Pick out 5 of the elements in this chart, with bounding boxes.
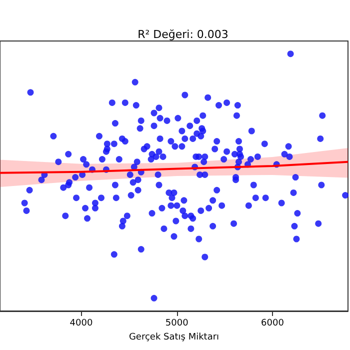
chart-title: R² Değeri: 0.003 <box>138 28 228 41</box>
x-tick-label: 6000 <box>261 318 284 328</box>
x-axis-title: Gerçek Satış Miktarı <box>128 332 220 342</box>
x-tick-label: 4000 <box>70 318 93 328</box>
x-tick-label: 5000 <box>165 318 189 328</box>
